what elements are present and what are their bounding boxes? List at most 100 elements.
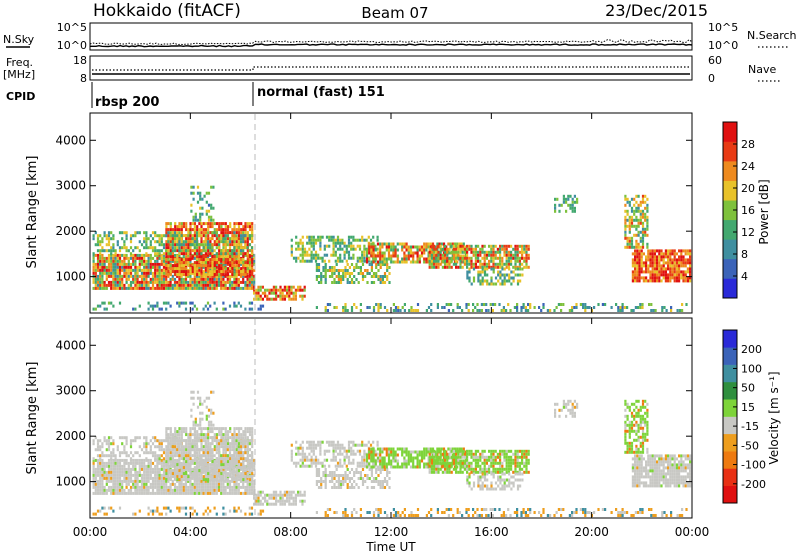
power-cell [224,225,227,229]
velocity-cell [196,423,200,427]
power-cell [656,255,659,259]
velocity-cell [191,491,194,495]
power-cell [319,235,322,239]
power-cell [485,250,488,254]
velocity-cell [138,458,141,462]
power-cell [240,258,243,262]
power-cell [107,243,111,247]
power-cell [294,291,297,295]
velocity-cell [194,423,197,427]
power-cell [215,283,218,287]
velocity-cell [105,479,108,483]
power-cell [573,200,576,204]
velocity-cell [156,470,159,474]
power-cell [333,278,336,281]
power-cell [96,259,100,263]
velocity-cell [218,430,221,434]
power-cell [205,191,208,195]
velocity-cell [116,467,119,471]
velocity-cell [215,482,218,486]
power-cell [195,240,199,244]
velocity-cell [156,467,159,471]
velocity-cell [112,491,115,495]
velocity-cell [136,458,139,462]
power-cell [96,283,100,287]
velocity-cell [246,475,249,479]
power-cell [222,270,225,274]
power-cell [167,222,170,226]
velocity-cell [178,463,181,467]
power-cell [312,238,315,242]
power-cell [218,264,221,268]
power-cell [430,303,433,306]
power-cell [226,234,229,238]
power-cell [145,237,148,241]
velocity-cell [191,476,194,480]
velocity-cell [244,472,247,476]
power-ytick-label: 1000 [55,270,86,284]
power-cell [631,273,634,277]
velocity-cell [178,454,181,458]
power-cell [158,307,161,311]
velocity-cell [154,467,157,471]
velocity-cell [196,472,199,476]
power-cell [644,206,647,210]
power-cell [101,246,104,250]
velocity-data-cells [92,390,692,517]
power-cell [165,252,168,256]
power-cell [229,258,232,262]
power-cell [348,275,351,278]
power-cell [112,237,115,241]
power-cell [92,234,95,238]
power-cell [156,259,159,263]
power-cell [121,253,124,257]
power-cell [372,275,376,278]
power-cell [684,252,687,256]
power-cell [667,276,670,280]
power-cell [244,280,247,284]
power-cell [673,261,676,265]
velocity-cell [160,485,163,489]
power-cell [571,309,574,312]
power-cell [103,231,106,235]
power-cell [379,275,382,278]
velocity-cell [123,458,126,462]
velocity-cell [176,472,179,476]
power-cell [200,277,203,281]
power-cell [235,277,238,281]
power-cell [129,256,133,260]
power-cell [237,270,241,274]
velocity-cell [213,482,216,486]
power-cell [233,258,236,262]
velocity-cell [178,457,181,461]
velocity-cell [96,479,100,483]
power-cell [107,253,111,257]
power-cell [317,266,321,269]
power-cell [103,307,106,311]
power-cell [365,260,369,264]
power-cell [569,194,572,198]
velocity-cell [180,430,183,434]
velocity-cell [165,472,168,476]
power-cell [231,274,234,278]
velocity-cell [162,467,166,471]
velocity-cell [127,476,130,480]
power-cell [669,270,672,274]
velocity-cell [92,457,95,461]
velocity-cell [143,491,146,495]
power-cell [176,258,179,262]
power-cell [638,261,641,265]
power-cell [444,250,447,254]
velocity-cell [251,469,254,473]
power-cell [652,309,655,312]
power-cell [352,244,355,248]
power-cell [379,263,382,266]
velocity-cell [174,475,177,479]
power-colorbar-swatch [723,239,737,260]
power-cell [121,259,124,263]
velocity-cell [154,479,157,483]
power-cell [665,309,668,312]
power-cell [505,253,508,257]
power-cell [194,218,197,222]
power-cell [156,283,159,287]
